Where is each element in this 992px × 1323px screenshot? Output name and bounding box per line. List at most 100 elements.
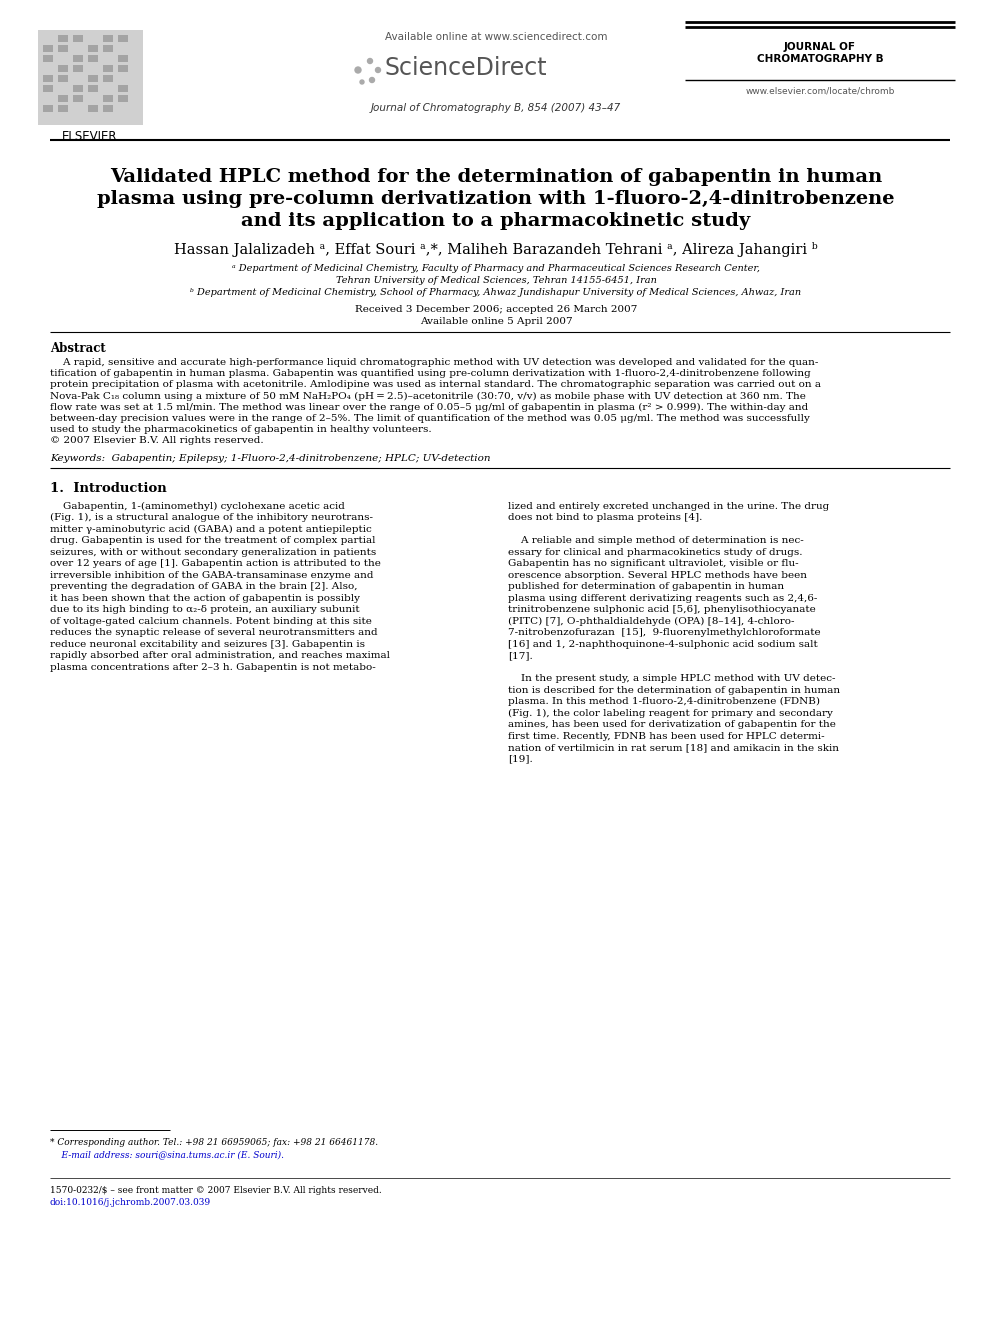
Text: rapidly absorbed after oral administration, and reaches maximal: rapidly absorbed after oral administrati… xyxy=(50,651,390,660)
Text: Tehran University of Medical Sciences, Tehran 14155-6451, Iran: Tehran University of Medical Sciences, T… xyxy=(335,277,657,284)
Bar xyxy=(118,56,128,62)
Text: used to study the pharmacokinetics of gabapentin in healthy volunteers.: used to study the pharmacokinetics of ga… xyxy=(50,425,432,434)
Text: * Corresponding author. Tel.: +98 21 66959065; fax: +98 21 66461178.: * Corresponding author. Tel.: +98 21 669… xyxy=(50,1138,378,1147)
Bar xyxy=(58,34,68,42)
Text: A rapid, sensitive and accurate high-performance liquid chromatographic method w: A rapid, sensitive and accurate high-per… xyxy=(50,359,818,366)
Text: published for determination of gabapentin in human: published for determination of gabapenti… xyxy=(508,582,784,591)
Bar xyxy=(103,75,113,82)
Text: Keywords:  Gabapentin; Epilepsy; 1-Fluoro-2,4-dinitrobenzene; HPLC; UV-detection: Keywords: Gabapentin; Epilepsy; 1-Fluoro… xyxy=(50,454,490,463)
Text: it has been shown that the action of gabapentin is possibly: it has been shown that the action of gab… xyxy=(50,594,360,602)
Text: ELSEVIER: ELSEVIER xyxy=(62,130,118,143)
Text: drug. Gabapentin is used for the treatment of complex partial: drug. Gabapentin is used for the treatme… xyxy=(50,536,376,545)
Text: (PITC) [7], O-phthaldialdehyde (OPA) [8–14], 4-chloro-: (PITC) [7], O-phthaldialdehyde (OPA) [8–… xyxy=(508,617,795,626)
Bar xyxy=(43,105,53,112)
Bar xyxy=(103,45,113,52)
Text: due to its high binding to α₂-δ protein, an auxiliary subunit: due to its high binding to α₂-δ protein,… xyxy=(50,605,360,614)
Bar xyxy=(43,56,53,62)
Text: Validated HPLC method for the determination of gabapentin in human: Validated HPLC method for the determinat… xyxy=(110,168,882,187)
Bar xyxy=(103,65,113,71)
Bar xyxy=(43,75,53,82)
Text: Journal of Chromatography B, 854 (2007) 43–47: Journal of Chromatography B, 854 (2007) … xyxy=(371,103,621,112)
Text: E-mail address: souri@sina.tums.ac.ir (E. Souri).: E-mail address: souri@sina.tums.ac.ir (E… xyxy=(50,1150,284,1159)
Text: Hassan Jalalizadeh ᵃ, Effat Souri ᵃ,*, Maliheh Barazandeh Tehrani ᵃ, Alireza Jah: Hassan Jalalizadeh ᵃ, Effat Souri ᵃ,*, M… xyxy=(175,242,817,257)
Text: essary for clinical and pharmacokinetics study of drugs.: essary for clinical and pharmacokinetics… xyxy=(508,548,803,557)
Text: A reliable and simple method of determination is nec-: A reliable and simple method of determin… xyxy=(508,536,804,545)
Text: does not bind to plasma proteins [4].: does not bind to plasma proteins [4]. xyxy=(508,513,702,523)
Text: protein precipitation of plasma with acetonitrile. Amlodipine was used as intern: protein precipitation of plasma with ace… xyxy=(50,381,821,389)
Text: In the present study, a simple HPLC method with UV detec-: In the present study, a simple HPLC meth… xyxy=(508,675,835,683)
Text: reduces the synaptic release of several neurotransmitters and: reduces the synaptic release of several … xyxy=(50,628,378,638)
Circle shape xyxy=(367,58,373,64)
Bar xyxy=(118,85,128,93)
Text: orescence absorption. Several HPLC methods have been: orescence absorption. Several HPLC metho… xyxy=(508,570,807,579)
Text: plasma using different derivatizing reagents such as 2,4,6-: plasma using different derivatizing reag… xyxy=(508,594,817,602)
Text: Available online at www.sciencedirect.com: Available online at www.sciencedirect.co… xyxy=(385,32,607,42)
Bar xyxy=(58,65,68,71)
Text: reduce neuronal excitability and seizures [3]. Gabapentin is: reduce neuronal excitability and seizure… xyxy=(50,639,365,648)
Text: JOURNAL OF: JOURNAL OF xyxy=(784,42,856,52)
Text: Nova-Pak C₁₈ column using a mixture of 50 mM NaH₂PO₄ (pH = 2.5)–acetonitrile (30: Nova-Pak C₁₈ column using a mixture of 5… xyxy=(50,392,806,401)
Text: amines, has been used for derivatization of gabapentin for the: amines, has been used for derivatization… xyxy=(508,720,836,729)
Bar xyxy=(38,30,143,124)
Bar xyxy=(58,75,68,82)
Text: plasma using pre-column derivatization with 1-fluoro-2,4-dinitrobenzene: plasma using pre-column derivatization w… xyxy=(97,191,895,208)
Bar xyxy=(73,56,83,62)
Text: CHROMATOGRAPHY B: CHROMATOGRAPHY B xyxy=(757,54,883,64)
Bar xyxy=(88,75,98,82)
Circle shape xyxy=(355,67,361,73)
Text: (Fig. 1), the color labeling reagent for primary and secondary: (Fig. 1), the color labeling reagent for… xyxy=(508,709,833,717)
Text: preventing the degradation of GABA in the brain [2]. Also,: preventing the degradation of GABA in th… xyxy=(50,582,357,591)
Circle shape xyxy=(369,78,375,82)
Text: Received 3 December 2006; accepted 26 March 2007: Received 3 December 2006; accepted 26 Ma… xyxy=(355,306,637,314)
Bar xyxy=(118,95,128,102)
Text: [17].: [17]. xyxy=(508,651,533,660)
Text: lized and entirely excreted unchanged in the urine. The drug: lized and entirely excreted unchanged in… xyxy=(508,501,829,511)
Bar xyxy=(88,45,98,52)
Bar xyxy=(103,105,113,112)
Text: mitter γ-aminobutyric acid (GABA) and a potent antiepileptic: mitter γ-aminobutyric acid (GABA) and a … xyxy=(50,525,372,533)
Text: 1.  Introduction: 1. Introduction xyxy=(50,482,167,495)
Text: ᵃ Department of Medicinal Chemistry, Faculty of Pharmacy and Pharmaceutical Scie: ᵃ Department of Medicinal Chemistry, Fac… xyxy=(232,265,760,273)
Bar xyxy=(73,95,83,102)
Text: irreversible inhibition of the GABA-transaminase enzyme and: irreversible inhibition of the GABA-tran… xyxy=(50,570,374,579)
Text: [19].: [19]. xyxy=(508,754,533,763)
Text: Abstract: Abstract xyxy=(50,343,106,355)
Bar xyxy=(58,95,68,102)
Bar xyxy=(73,85,83,93)
Bar xyxy=(103,34,113,42)
Text: seizures, with or without secondary generalization in patients: seizures, with or without secondary gene… xyxy=(50,548,376,557)
Bar xyxy=(43,85,53,93)
Text: Gabapentin has no significant ultraviolet, visible or flu-: Gabapentin has no significant ultraviole… xyxy=(508,560,799,568)
Text: over 12 years of age [1]. Gabapentin action is attributed to the: over 12 years of age [1]. Gabapentin act… xyxy=(50,560,381,568)
Text: first time. Recently, FDNB has been used for HPLC determi-: first time. Recently, FDNB has been used… xyxy=(508,732,824,741)
Text: 1570-0232/$ – see front matter © 2007 Elsevier B.V. All rights reserved.: 1570-0232/$ – see front matter © 2007 El… xyxy=(50,1185,382,1195)
Bar xyxy=(73,65,83,71)
Text: plasma concentrations after 2–3 h. Gabapentin is not metabo-: plasma concentrations after 2–3 h. Gabap… xyxy=(50,663,376,672)
Text: plasma. In this method 1-fluoro-2,4-dinitrobenzene (FDNB): plasma. In this method 1-fluoro-2,4-dini… xyxy=(508,697,820,706)
Text: flow rate was set at 1.5 ml/min. The method was linear over the range of 0.05–5 : flow rate was set at 1.5 ml/min. The met… xyxy=(50,402,808,411)
Bar xyxy=(58,105,68,112)
Text: 7-nitrobenzofurazan  [15],  9-fluorenylmethylchloroformate: 7-nitrobenzofurazan [15], 9-fluorenylmet… xyxy=(508,628,820,638)
Bar xyxy=(58,45,68,52)
Text: ScienceDirect: ScienceDirect xyxy=(385,56,548,79)
Text: © 2007 Elsevier B.V. All rights reserved.: © 2007 Elsevier B.V. All rights reserved… xyxy=(50,437,264,446)
Text: (Fig. 1), is a structural analogue of the inhibitory neurotrans-: (Fig. 1), is a structural analogue of th… xyxy=(50,513,373,523)
Text: ᵇ Department of Medicinal Chemistry, School of Pharmacy, Ahwaz Jundishapur Unive: ᵇ Department of Medicinal Chemistry, Sch… xyxy=(190,288,802,296)
Text: www.elsevier.com/locate/chromb: www.elsevier.com/locate/chromb xyxy=(745,87,895,97)
Bar xyxy=(103,95,113,102)
Text: [16] and 1, 2-naphthoquinone-4-sulphonic acid sodium salt: [16] and 1, 2-naphthoquinone-4-sulphonic… xyxy=(508,639,817,648)
Bar xyxy=(88,56,98,62)
Circle shape xyxy=(360,79,364,83)
Text: tification of gabapentin in human plasma. Gabapentin was quantified using pre-co: tification of gabapentin in human plasma… xyxy=(50,369,810,378)
Bar xyxy=(88,105,98,112)
Circle shape xyxy=(376,67,381,73)
Text: doi:10.1016/j.jchromb.2007.03.039: doi:10.1016/j.jchromb.2007.03.039 xyxy=(50,1199,211,1207)
Text: tion is described for the determination of gabapentin in human: tion is described for the determination … xyxy=(508,685,840,695)
Text: trinitrobenzene sulphonic acid [5,6], phenylisothiocyanate: trinitrobenzene sulphonic acid [5,6], ph… xyxy=(508,605,815,614)
Bar xyxy=(73,34,83,42)
Bar xyxy=(118,34,128,42)
Bar xyxy=(43,45,53,52)
Bar xyxy=(118,65,128,71)
Text: Gabapentin, 1-(aminomethyl) cyclohexane acetic acid: Gabapentin, 1-(aminomethyl) cyclohexane … xyxy=(50,501,345,511)
Text: nation of vertilmicin in rat serum [18] and amikacin in the skin: nation of vertilmicin in rat serum [18] … xyxy=(508,744,839,751)
